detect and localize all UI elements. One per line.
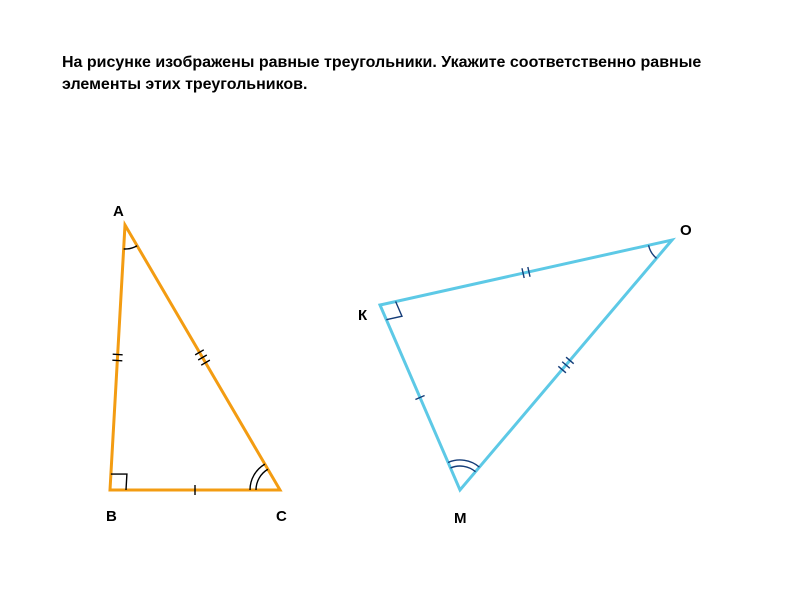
geometry-diagram — [0, 0, 800, 600]
vertex-label: В — [106, 508, 117, 525]
vertex-label: А — [113, 203, 124, 220]
vertex-label: С — [276, 508, 287, 525]
vertex-label: К — [358, 307, 367, 324]
vertex-label: О — [680, 222, 692, 239]
vertex-label: М — [454, 510, 467, 527]
